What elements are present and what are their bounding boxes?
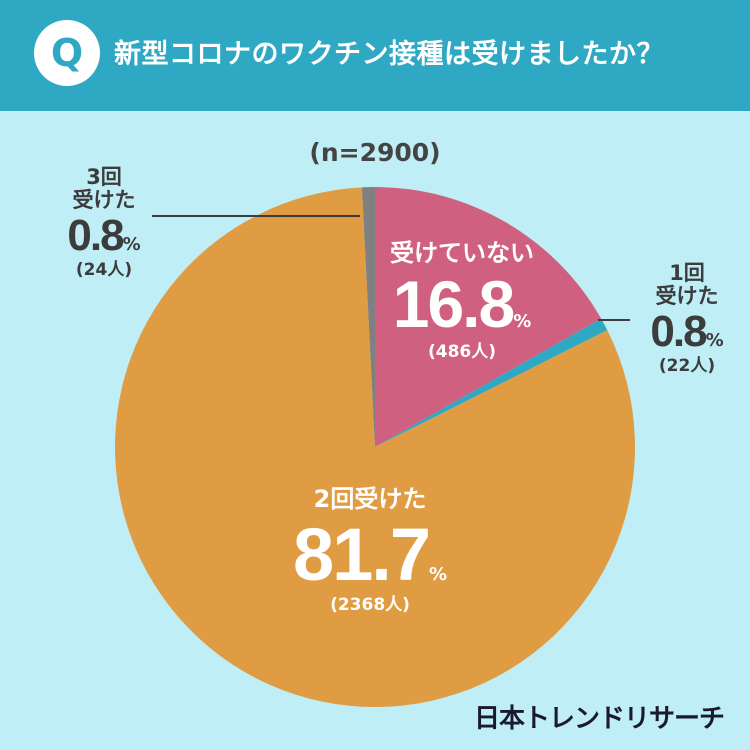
question-badge: Q	[34, 20, 100, 86]
slice-unit-once: %	[705, 330, 724, 352]
slice-name-once-line1: 1回	[669, 261, 705, 285]
slice-label-not-received: 受けていない 16.8% (486人)	[372, 240, 552, 362]
pie-slice-twice	[115, 187, 636, 708]
slice-label-once: 1回 受けた 0.8% (22人)	[632, 261, 742, 376]
slice-name-three-times-line2: 受けた	[72, 188, 136, 213]
slice-count-once: (22人)	[658, 355, 716, 376]
slice-unit-not-received: %	[513, 311, 532, 333]
pie-slice-not-received	[375, 187, 602, 447]
slice-label-three-times: 3回 受けた 0.8% (24人)	[54, 165, 154, 280]
slice-name-three-times-line1: 3回	[86, 165, 122, 189]
slice-name-twice: 2回受けた	[313, 485, 427, 513]
slice-name-not-received: 受けていない	[390, 239, 534, 267]
slice-unit-twice: %	[428, 564, 448, 586]
pie-slice-three-times	[361, 187, 375, 447]
slice-count-three-times: (24人)	[75, 259, 133, 280]
slice-count-twice: (2368人)	[330, 594, 410, 615]
slice-percent-not-received: 16.8	[392, 267, 515, 342]
question-text: 新型コロナのワクチン接種は受けましたか？	[114, 39, 664, 70]
slice-percent-three-times: 0.8	[67, 211, 124, 261]
slice-percent-once: 0.8	[650, 307, 707, 357]
slice-percent-twice: 81.7	[292, 513, 431, 597]
sample-size: (n=2900)	[309, 138, 441, 167]
slice-count-not-received: (486人)	[427, 341, 497, 362]
pie-slice-once	[375, 318, 608, 447]
brand-logo: 日本トレンドリサーチ	[473, 704, 725, 734]
slice-name-once-line2: 受けた	[655, 284, 719, 309]
slice-label-twice: 2回受けた 81.7% (2368人)	[270, 486, 470, 614]
question-header: Q 新型コロナのワクチン接種は受けましたか？	[0, 0, 750, 111]
slice-unit-three-times: %	[122, 234, 141, 256]
